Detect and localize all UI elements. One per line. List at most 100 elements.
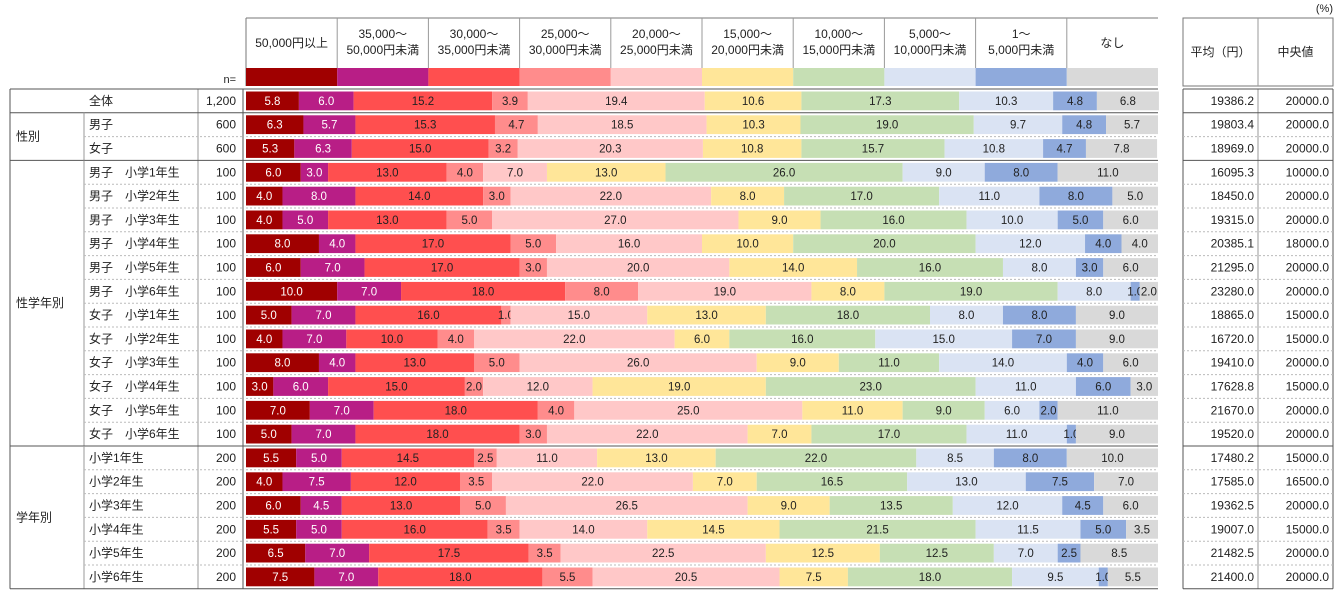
bar-segment	[1080, 519, 1127, 539]
bar-value-label: 9.7	[1010, 120, 1026, 132]
median-value: 20000.0	[1286, 261, 1330, 275]
bar-row: 小学1年生 200 5.5 5.0 14.5 2.5 11.0 13.0 22.0 8.5 8.0 1…	[89, 448, 1329, 468]
bar-value-label: 4.8	[1076, 120, 1092, 132]
bar-segment	[711, 186, 785, 206]
bar-segment	[1057, 281, 1131, 301]
bar-segment	[519, 353, 757, 373]
bar-value-label: 5.5	[1125, 572, 1141, 584]
legend-label: 20,000～	[632, 27, 681, 41]
bar-segment	[756, 353, 839, 373]
bar-segment	[446, 162, 484, 182]
bar-segment	[492, 91, 528, 111]
bar-value-label: 9.0	[790, 358, 806, 370]
bar-value-label: 1.0	[1095, 572, 1111, 584]
bar-segment	[246, 496, 301, 515]
bar-value-label: 5.5	[263, 524, 279, 536]
bar-segment	[519, 519, 648, 539]
bar-segment	[328, 162, 447, 182]
mean-value: 21400.0	[1211, 570, 1255, 584]
bar-value-label: 5.3	[262, 144, 278, 156]
bar-segment	[811, 424, 967, 444]
bar-segment	[355, 353, 474, 373]
bar-segment	[702, 234, 794, 254]
bar-value-label: 13.0	[376, 167, 398, 179]
bar-value-label: 20.3	[599, 144, 621, 156]
median-value: 20000.0	[1286, 189, 1330, 203]
bar-segment	[1121, 234, 1158, 254]
row-label: 男子 小学2年生	[89, 188, 180, 203]
bar-value-label: 8.0	[594, 286, 610, 298]
bar-row: 男子 小学5年生 100 6.0 7.0 17.0 3.0 20.0 14.0 16.0 8.0 3…	[84, 255, 1333, 277]
row-n: 600	[216, 142, 236, 156]
legend-label: 50,000円以上	[255, 36, 328, 50]
bar-segment	[460, 472, 493, 492]
bar-value-label: 20.0	[627, 263, 649, 275]
bar-value-label: 6.3	[315, 144, 331, 156]
bar-segment	[647, 519, 780, 539]
bar-segment	[1057, 162, 1158, 182]
row-label: 男子 小学6年生	[89, 283, 180, 298]
bar-segment	[1012, 567, 1099, 587]
bar-segment	[784, 186, 940, 206]
bar-value-label: 5.7	[321, 120, 337, 132]
bar-segment	[1098, 567, 1108, 587]
bar-value-label: 14.0	[572, 524, 594, 536]
bar-value-label: 17.0	[431, 263, 453, 275]
bar-segment	[328, 210, 447, 230]
bar-segment	[546, 424, 748, 444]
row-label: 小学5年生	[89, 545, 144, 560]
n-label: n=	[223, 74, 236, 86]
bar-row: 小学3年生 200 6.0 4.5 13.0 5.0 26.5 9.0 13.5 12.0 4.5 6…	[84, 493, 1333, 515]
bar-segment	[487, 519, 520, 539]
bar-segment	[1002, 305, 1076, 325]
bar-segment	[1103, 258, 1158, 277]
legend-swatch	[884, 68, 976, 86]
row-n: 100	[216, 213, 236, 227]
row-n: 100	[216, 356, 236, 370]
bar-value-label: 18.0	[837, 310, 859, 322]
bar-value-label: 5.7	[1124, 120, 1140, 132]
median-value: 20000.0	[1286, 213, 1330, 227]
bar-value-label: 3.5	[468, 477, 484, 489]
row-n: 200	[216, 546, 236, 560]
mean-value: 19410.0	[1211, 356, 1255, 370]
bar-segment	[328, 377, 465, 396]
bar-value-label: 17.3	[869, 96, 891, 108]
bar-segment	[811, 281, 885, 301]
legend-swatch	[793, 68, 885, 86]
bar-value-label: 11.5	[1017, 524, 1039, 536]
bar-row: 女子 小学2年生 100 4.0 7.0 10.0 4.0 22.0 6.0 16.0 15.0 7…	[84, 326, 1333, 349]
bar-row: 全体 1,200 5.8 6.0 15.2 3.9 19.4 10.6 17.3 10.3 4.8 6…	[89, 91, 1329, 111]
legend-label: 5,000円未満	[988, 43, 1054, 57]
bar-value-label: 8.0	[958, 310, 974, 322]
bar-segment	[298, 91, 354, 111]
bar-segment	[294, 139, 352, 158]
bar-value-label: 6.5	[268, 548, 284, 560]
bar-segment	[1057, 400, 1158, 420]
bar-value-label: 11.0	[536, 453, 558, 465]
row-label: 女子 小学3年生	[89, 355, 180, 370]
bar-value-label: 12.5	[926, 548, 948, 560]
bar-segment	[674, 329, 730, 349]
mean-value: 23280.0	[1211, 284, 1255, 298]
bar-value-label: 18.5	[611, 120, 633, 132]
bar-segment	[907, 472, 1026, 492]
bar-segment	[1106, 115, 1158, 135]
mean-value: 21482.5	[1211, 546, 1255, 560]
bar-segment	[1053, 91, 1097, 111]
bar-value-label: 3.0	[525, 263, 541, 275]
bar-value-label: 6.8	[1120, 96, 1136, 108]
bar-row: 男子 600 6.3 5.7 15.3 4.7 18.5 10.3 19.0 9.7 4.8 5.7 1…	[89, 115, 1329, 135]
bar-value-label: 17.0	[422, 239, 444, 251]
mean-value: 19520.0	[1211, 427, 1255, 441]
bar-value-label: 23.0	[860, 382, 882, 394]
bar-value-label: 11.0	[1097, 167, 1119, 179]
bar-value-label: 13.0	[390, 501, 412, 513]
bar-value-label: 3.5	[496, 524, 512, 536]
bar-value-label: 16.5	[821, 477, 843, 489]
group-label: 性別	[16, 130, 40, 144]
bar-value-label: 19.0	[668, 382, 690, 394]
bar-row: 男子 小学4年生 100 8.0 4.0 17.0 5.0 16.0 10.0 20.0 12.0…	[84, 231, 1333, 254]
bar-value-label: 10.8	[983, 144, 1005, 156]
mean-value: 20385.1	[1211, 237, 1255, 251]
